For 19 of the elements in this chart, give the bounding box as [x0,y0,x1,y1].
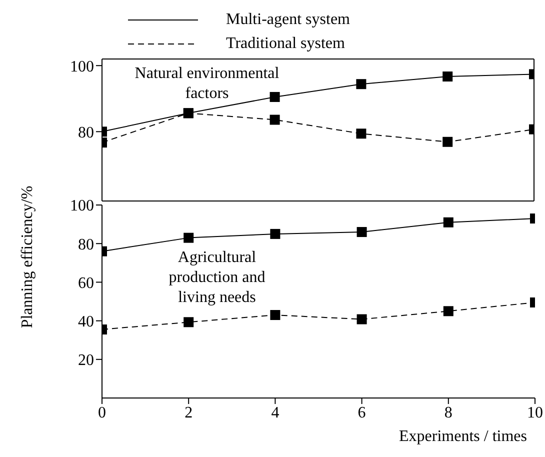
x-tick-label: 2 [184,404,193,422]
legend-label: Multi-agent system [226,11,350,29]
y-tick-label: 20 [78,352,94,370]
y-axis-title: Planning efficiency/% [19,184,37,330]
x-tick-label: 10 [527,404,543,422]
annotation: Natural environmental factors [134,64,280,104]
x-tick-label: 4 [271,404,280,422]
x-tick-label: 8 [444,404,452,422]
x-tick-label: 6 [358,404,366,422]
y-tick-label: 100 [70,58,94,76]
legend-label: Traditional system [226,35,345,53]
y-tick-label: 80 [78,236,94,254]
y-tick-label: 100 [70,198,94,215]
annotation: Agricultural production and living needs [168,248,266,308]
y-tick-label: 80 [78,124,94,142]
y-tick-label: 60 [78,274,94,292]
y-tick-label: 40 [78,313,94,330]
x-tick-label: 0 [98,404,106,422]
x-axis-title: Experiments / times [399,428,527,446]
